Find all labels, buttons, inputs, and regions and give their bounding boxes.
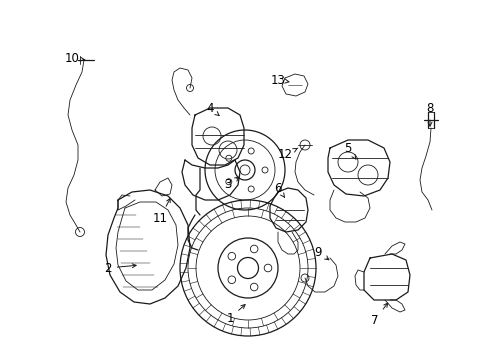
Text: 2: 2 [104, 261, 136, 274]
Text: 9: 9 [314, 246, 328, 260]
Text: 7: 7 [370, 303, 387, 327]
Text: 11: 11 [152, 198, 170, 225]
Text: 12: 12 [277, 148, 297, 162]
Text: 10: 10 [64, 51, 85, 64]
Text: 6: 6 [274, 181, 284, 197]
Text: 5: 5 [344, 141, 355, 159]
Text: 4: 4 [206, 102, 219, 116]
Text: 1: 1 [226, 305, 244, 324]
Text: 3: 3 [224, 177, 238, 192]
Text: 13: 13 [270, 73, 288, 86]
Text: 8: 8 [426, 102, 433, 126]
